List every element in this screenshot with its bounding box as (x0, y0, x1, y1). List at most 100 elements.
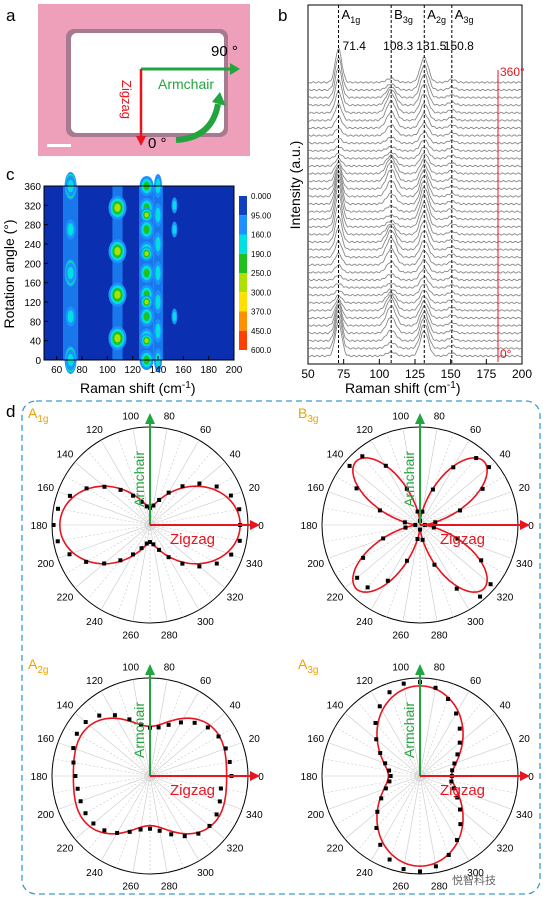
peak-value-label: 150.8 (444, 39, 474, 53)
y-tick-label: 280 (24, 221, 41, 232)
spectrum-line (308, 236, 522, 259)
polar-angle-label: 320 (227, 843, 244, 854)
polar-spoke (419, 775, 470, 862)
polar-spoke (57, 775, 151, 810)
polar-data-point (115, 830, 120, 835)
polar-data-point (71, 746, 76, 751)
panel-c: c 0 40 80 120 160 200 240 280 320 360 60 80 100 120 1… (1, 165, 272, 396)
polar-data-point (355, 575, 360, 580)
polar-data-point (385, 578, 390, 583)
polar-angle-label: 160 (307, 483, 324, 494)
polar-angle-label: 120 (356, 425, 373, 436)
spectrum-line (308, 307, 522, 335)
polar-data-point (402, 520, 407, 525)
heatmap-spot (67, 310, 74, 323)
polar-data-point (451, 465, 456, 470)
polar-spoke (419, 775, 496, 840)
heatmap-spot (144, 338, 149, 344)
heatmap-spot (155, 323, 161, 339)
heatmap-spot (114, 247, 121, 256)
colorbar-segment (239, 311, 247, 331)
polar-data-point (91, 821, 96, 826)
polar-spoke (402, 775, 421, 873)
polar-data-point (73, 774, 78, 778)
polar-angle-label: 340 (516, 559, 533, 570)
polar-spoke (327, 491, 421, 526)
polar-angle-label: 200 (307, 559, 324, 570)
polar-spoke (149, 439, 200, 526)
colorbar-segment (239, 292, 247, 312)
x-tick-label: 200 (512, 367, 532, 381)
polar-data-point (374, 825, 379, 830)
polar-spoke (370, 524, 421, 611)
polar-spoke (116, 432, 151, 526)
polar-spoke (64, 775, 151, 826)
peak-value-label: 131.5 (416, 39, 446, 53)
polar-spoke (132, 775, 151, 873)
polar-spoke (149, 775, 243, 810)
polar-data-point (151, 542, 156, 547)
heatmap-spot (155, 207, 161, 223)
polar-data-point (156, 725, 161, 730)
zigzag-arrowhead (136, 136, 146, 146)
polar-data-point (144, 541, 149, 546)
zigzag-arrowhead (250, 771, 260, 781)
polar-data-point (458, 508, 463, 513)
polar-spoke (100, 524, 151, 611)
polar-data-point (418, 869, 422, 874)
polar-data-point (387, 779, 392, 784)
polar-data-point (452, 761, 457, 766)
polar-angle-label: 180 (301, 521, 318, 532)
heatmap-spot (172, 311, 177, 322)
polar-data-point (217, 799, 222, 804)
peak-mode-label: B3g (394, 7, 413, 25)
polar-data-point (430, 487, 435, 492)
polar-data-point (449, 779, 454, 784)
colorbar-label: 450.0 (251, 327, 272, 336)
polar-angle-label: 280 (431, 881, 448, 892)
polar-data-point (166, 555, 171, 560)
polar-data-point (214, 812, 219, 817)
polar-spoke (356, 775, 421, 852)
polar-spoke (419, 449, 484, 526)
polar-angle-label: 180 (31, 772, 48, 783)
polar-data-point (138, 827, 143, 832)
polar-data-point (118, 487, 123, 492)
polar-spoke (149, 524, 168, 622)
polar-data-point (55, 539, 60, 544)
polar-spoke (149, 524, 200, 611)
y-tick-label: 160 (24, 279, 41, 290)
polar-data-point (404, 558, 409, 563)
polar-angle-label: 260 (122, 881, 139, 892)
polar-data-point (347, 463, 352, 468)
polar-angle-label: 20 (249, 734, 261, 745)
polar-spoke (419, 524, 496, 589)
polar-data-point (377, 704, 382, 709)
polar-spoke (64, 475, 151, 526)
polar-angle-label: 40 (229, 701, 241, 712)
polar-data-point (74, 731, 79, 736)
polar-spoke (53, 507, 151, 526)
polar-angle-label: 100 (392, 663, 409, 674)
polar-spoke (344, 712, 421, 777)
spectrum-line (308, 152, 522, 168)
polar-data-point (102, 561, 107, 566)
polar-data-point (223, 746, 228, 751)
polar-data-point (157, 497, 162, 502)
polar-data-point (83, 811, 88, 816)
polar-data-point (375, 809, 380, 814)
colorbar-label: 600.0 (251, 346, 272, 355)
polar-angle-label: 80 (434, 663, 446, 674)
polar-data-point (151, 503, 156, 508)
spectrum-line (308, 283, 522, 297)
polar-angle-label: 40 (499, 450, 511, 461)
polar-data-point (374, 737, 379, 742)
polar-angle-label: 60 (200, 425, 212, 436)
polar-data-point (454, 711, 459, 716)
spectrum-line (308, 310, 522, 343)
y-axis-label-c: Rotation angle (°) (1, 219, 17, 328)
y-tick-label: 120 (24, 298, 41, 309)
polar-data-point (118, 558, 123, 563)
spectrum-line (308, 290, 522, 305)
